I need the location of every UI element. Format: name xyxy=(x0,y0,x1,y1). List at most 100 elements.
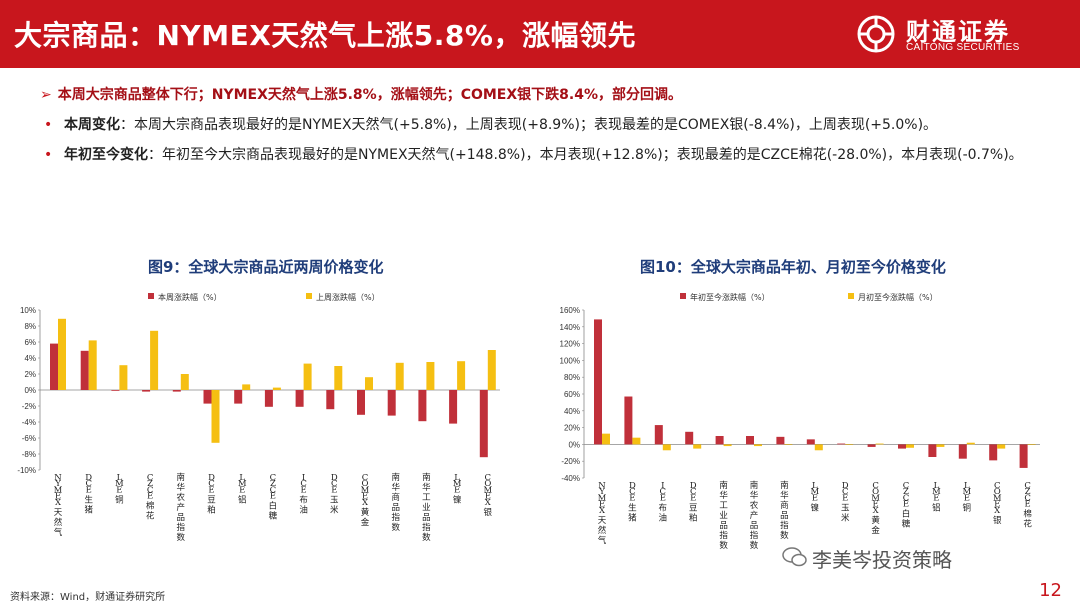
bar-series2 xyxy=(334,366,343,390)
bar-series1 xyxy=(203,390,212,404)
bar-series2 xyxy=(662,444,671,451)
bar-series1 xyxy=(685,431,694,445)
summary-headline: ➢ 本周大宗商品整体下行；NYMEX天然气上涨5.8%，涨幅领先；COMEX银下跌… xyxy=(40,84,1050,106)
y-tick-label: -4% xyxy=(22,418,36,427)
x-category-label: C O M E X 黄金 xyxy=(871,481,880,536)
bar-series2 xyxy=(211,390,220,443)
bar-series2 xyxy=(119,365,128,390)
bullet-text: ：年初至今大宗商品表现最好的是NYMEX天然气(+148.8%)，本月表现(+1… xyxy=(148,147,1023,163)
bar-series2 xyxy=(58,318,66,390)
bullet-label: 年初至今变化 xyxy=(64,147,148,163)
y-tick-label: 80% xyxy=(564,373,580,382)
legend-label: 年初至今涨跌幅（%） xyxy=(690,292,770,302)
bar-series2 xyxy=(723,444,732,447)
bar-series2 xyxy=(487,350,496,390)
bar-series1 xyxy=(172,390,181,392)
logo-english-name: CAITONG SECURITIES xyxy=(906,42,1020,53)
y-tick-label: -20% xyxy=(561,457,580,466)
legend-swatch xyxy=(680,293,686,299)
y-tick-label: -6% xyxy=(22,434,36,443)
y-tick-label: -10% xyxy=(17,466,36,475)
y-tick-label: -40% xyxy=(561,474,580,483)
page-number: 12 xyxy=(1039,580,1062,601)
bar-series2 xyxy=(814,444,823,451)
y-tick-label: 6% xyxy=(24,338,36,347)
bar-series2 xyxy=(457,361,466,390)
bar-series2 xyxy=(150,330,159,390)
x-category-label: D C E 玉米 xyxy=(841,481,850,523)
bar-series2 xyxy=(966,442,975,445)
x-category-label: N Y M E X 天然气 xyxy=(54,473,63,538)
x-category-label: I C E 布油 xyxy=(659,481,668,523)
chart-title-fig9: 图9：全球大宗商品近两周价格变化 xyxy=(148,258,384,276)
bar-series1 xyxy=(449,390,458,424)
bar-series2 xyxy=(395,362,404,390)
bar-series1 xyxy=(111,390,120,391)
bullet-label: 本周变化 xyxy=(64,117,120,133)
chart-fig10: 年初至今涨跌幅（%） 月初至今涨跌幅（%） 160% 140% 120% 100% 80% 6… xyxy=(560,292,1040,551)
x-category-label: D C E 豆粕 xyxy=(207,473,216,515)
bar-series2 xyxy=(693,444,702,449)
bullet-text: ：本周大宗商品表现最好的是NYMEX天然气(+5.8%)，上周表现(+8.9%)… xyxy=(120,117,938,133)
bullet-ytd-change: • 年初至今变化：年初至今大宗商品表现最好的是NYMEX天然气(+148.8%)… xyxy=(40,144,1050,166)
bar-series2 xyxy=(426,362,435,390)
y-tick-label: 10% xyxy=(20,306,36,315)
y-tick-label: 60% xyxy=(564,390,580,399)
bar-series1 xyxy=(958,444,967,459)
y-tick-label: 140% xyxy=(560,323,580,332)
legend-swatch xyxy=(848,293,854,299)
bar-series2 xyxy=(1027,444,1036,445)
x-category-label: 南华商品指数 xyxy=(780,480,789,541)
bar-series2 xyxy=(845,444,854,445)
bar-series1 xyxy=(295,390,304,407)
y-tick-label: 2% xyxy=(24,370,36,379)
x-category-label: C O M E X 黄金 xyxy=(361,473,370,528)
chart-title-fig10: 图10：全球大宗商品年初、月初至今价格变化 xyxy=(640,258,946,276)
bar-series1 xyxy=(715,436,724,445)
bar-series2 xyxy=(997,444,1006,449)
y-tick-label: 100% xyxy=(560,356,580,365)
page-title: 大宗商品：NYMEX天然气上涨5.8%，涨幅领先 xyxy=(14,19,636,52)
bullet-dot-icon: • xyxy=(44,147,53,163)
bar-series1 xyxy=(806,439,815,445)
y-tick-label: 20% xyxy=(564,424,580,433)
logo-chinese-name: 财通证券 xyxy=(906,18,1010,46)
bullet-dot-icon: • xyxy=(44,117,53,133)
summary-section: ➢ 本周大宗商品整体下行；NYMEX天然气上涨5.8%，涨幅领先；COMEX银下跌… xyxy=(40,84,1050,166)
x-category-label: I C E 布油 xyxy=(299,473,308,515)
wechat-icon xyxy=(782,547,807,567)
watermark-text: 李美岑投资策略 xyxy=(812,548,952,572)
bar-series1 xyxy=(989,444,998,461)
x-category-label: D C E 生猪 xyxy=(628,481,637,523)
bar-series1 xyxy=(898,444,906,449)
company-logo: 财通证券 CAITONG SECURITIES xyxy=(856,10,1056,58)
bar-series2 xyxy=(365,377,373,390)
bar-series2 xyxy=(936,444,945,447)
bar-series2 xyxy=(906,444,914,448)
bar-series1 xyxy=(837,443,846,445)
bar-series1 xyxy=(479,390,488,458)
y-tick-label: 120% xyxy=(560,340,580,349)
y-tick-label: 160% xyxy=(560,306,580,315)
legend-swatch xyxy=(306,293,312,299)
x-category-label: C Z C E 白糖 xyxy=(902,481,911,530)
y-tick-label: 8% xyxy=(24,322,36,331)
bar-series1 xyxy=(326,390,335,410)
bullet-weekly-change: • 本周变化：本周大宗商品表现最好的是NYMEX天然气(+5.8%)，上周表现(… xyxy=(40,114,1050,136)
x-category-label: D C E 生猪 xyxy=(84,473,93,515)
bar-series1 xyxy=(418,390,427,422)
y-tick-label: -8% xyxy=(22,450,36,459)
bar-series1 xyxy=(80,350,89,390)
x-category-label: 南华农产品指数 xyxy=(750,480,759,551)
legend-swatch xyxy=(148,293,154,299)
bar-series1 xyxy=(928,444,937,457)
bar-series2 xyxy=(632,437,641,445)
y-tick-label: 4% xyxy=(24,354,36,363)
header-bar: 大宗商品：NYMEX天然气上涨5.8%，涨幅领先 财通证券 CAITONG SE… xyxy=(0,0,1080,68)
y-tick-label: 0% xyxy=(24,386,36,395)
